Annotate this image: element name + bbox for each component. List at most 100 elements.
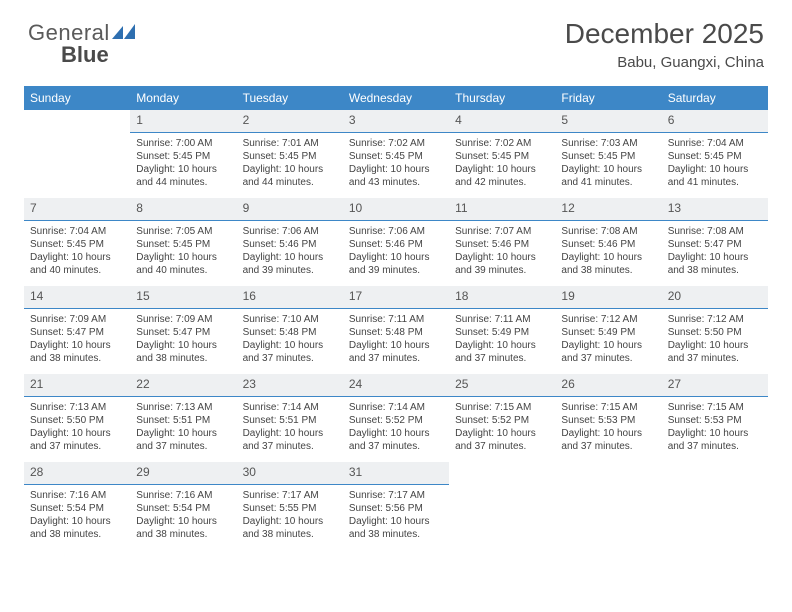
calendar-day-cell: 22Sunrise: 7:13 AMSunset: 5:51 PMDayligh… xyxy=(130,374,236,462)
sunset-line: Sunset: 5:47 PM xyxy=(668,238,762,251)
day-content: Sunrise: 7:09 AMSunset: 5:47 PMDaylight:… xyxy=(24,309,130,371)
sunset-line: Sunset: 5:55 PM xyxy=(243,502,337,515)
day-number: 9 xyxy=(237,198,343,221)
calendar-day-cell: . xyxy=(555,462,661,550)
calendar-day-cell: 10Sunrise: 7:06 AMSunset: 5:46 PMDayligh… xyxy=(343,198,449,286)
day-number: 24 xyxy=(343,374,449,397)
sunrise-line: Sunrise: 7:09 AM xyxy=(136,313,230,326)
daylight-line: Daylight: 10 hours and 37 minutes. xyxy=(455,339,549,365)
calendar-day-cell: 14Sunrise: 7:09 AMSunset: 5:47 PMDayligh… xyxy=(24,286,130,374)
day-number: 14 xyxy=(24,286,130,309)
daylight-line: Daylight: 10 hours and 38 minutes. xyxy=(136,515,230,541)
day-number: 7 xyxy=(24,198,130,221)
sunset-line: Sunset: 5:46 PM xyxy=(455,238,549,251)
day-content: Sunrise: 7:15 AMSunset: 5:53 PMDaylight:… xyxy=(662,397,768,459)
day-content: Sunrise: 7:05 AMSunset: 5:45 PMDaylight:… xyxy=(130,221,236,283)
day-content: Sunrise: 7:00 AMSunset: 5:45 PMDaylight:… xyxy=(130,133,236,195)
sunrise-line: Sunrise: 7:05 AM xyxy=(136,225,230,238)
day-number: 19 xyxy=(555,286,661,309)
calendar-day-cell: 31Sunrise: 7:17 AMSunset: 5:56 PMDayligh… xyxy=(343,462,449,550)
day-content: Sunrise: 7:15 AMSunset: 5:53 PMDaylight:… xyxy=(555,397,661,459)
calendar-day-cell: 13Sunrise: 7:08 AMSunset: 5:47 PMDayligh… xyxy=(662,198,768,286)
day-number: 11 xyxy=(449,198,555,221)
day-content: Sunrise: 7:02 AMSunset: 5:45 PMDaylight:… xyxy=(449,133,555,195)
daylight-line: Daylight: 10 hours and 39 minutes. xyxy=(349,251,443,277)
header: December 2025 Babu, Guangxi, China xyxy=(565,18,764,71)
sunset-line: Sunset: 5:46 PM xyxy=(349,238,443,251)
sunrise-line: Sunrise: 7:11 AM xyxy=(349,313,443,326)
daylight-line: Daylight: 10 hours and 37 minutes. xyxy=(30,427,124,453)
sunrise-line: Sunrise: 7:17 AM xyxy=(243,489,337,502)
daylight-line: Daylight: 10 hours and 37 minutes. xyxy=(349,339,443,365)
daylight-line: Daylight: 10 hours and 37 minutes. xyxy=(455,427,549,453)
calendar-day-cell: 27Sunrise: 7:15 AMSunset: 5:53 PMDayligh… xyxy=(662,374,768,462)
day-content: Sunrise: 7:13 AMSunset: 5:50 PMDaylight:… xyxy=(24,397,130,459)
daylight-line: Daylight: 10 hours and 40 minutes. xyxy=(30,251,124,277)
day-content: Sunrise: 7:04 AMSunset: 5:45 PMDaylight:… xyxy=(24,221,130,283)
sunset-line: Sunset: 5:45 PM xyxy=(561,150,655,163)
calendar-day-cell: 1Sunrise: 7:00 AMSunset: 5:45 PMDaylight… xyxy=(130,110,236,198)
sunset-line: Sunset: 5:48 PM xyxy=(349,326,443,339)
sunset-line: Sunset: 5:54 PM xyxy=(30,502,124,515)
calendar-day-cell: 16Sunrise: 7:10 AMSunset: 5:48 PMDayligh… xyxy=(237,286,343,374)
day-content: Sunrise: 7:12 AMSunset: 5:49 PMDaylight:… xyxy=(555,309,661,371)
daylight-line: Daylight: 10 hours and 37 minutes. xyxy=(243,339,337,365)
daylight-line: Daylight: 10 hours and 37 minutes. xyxy=(668,427,762,453)
sunset-line: Sunset: 5:52 PM xyxy=(349,414,443,427)
sunset-line: Sunset: 5:45 PM xyxy=(136,150,230,163)
calendar-header-cell: Sunday xyxy=(24,86,130,110)
day-content: Sunrise: 7:11 AMSunset: 5:48 PMDaylight:… xyxy=(343,309,449,371)
sunrise-line: Sunrise: 7:12 AM xyxy=(561,313,655,326)
sunset-line: Sunset: 5:47 PM xyxy=(136,326,230,339)
daylight-line: Daylight: 10 hours and 39 minutes. xyxy=(243,251,337,277)
day-number: 20 xyxy=(662,286,768,309)
day-content: Sunrise: 7:07 AMSunset: 5:46 PMDaylight:… xyxy=(449,221,555,283)
sunrise-line: Sunrise: 7:15 AM xyxy=(668,401,762,414)
daylight-line: Daylight: 10 hours and 38 minutes. xyxy=(668,251,762,277)
sunset-line: Sunset: 5:53 PM xyxy=(668,414,762,427)
sunset-line: Sunset: 5:45 PM xyxy=(668,150,762,163)
sunrise-line: Sunrise: 7:14 AM xyxy=(243,401,337,414)
day-content: Sunrise: 7:08 AMSunset: 5:46 PMDaylight:… xyxy=(555,221,661,283)
day-number: 29 xyxy=(130,462,236,485)
calendar-day-cell: 30Sunrise: 7:17 AMSunset: 5:55 PMDayligh… xyxy=(237,462,343,550)
calendar-day-cell: 15Sunrise: 7:09 AMSunset: 5:47 PMDayligh… xyxy=(130,286,236,374)
sunset-line: Sunset: 5:45 PM xyxy=(455,150,549,163)
calendar-day-cell: 23Sunrise: 7:14 AMSunset: 5:51 PMDayligh… xyxy=(237,374,343,462)
day-number: 16 xyxy=(237,286,343,309)
day-content: Sunrise: 7:14 AMSunset: 5:52 PMDaylight:… xyxy=(343,397,449,459)
day-number: 28 xyxy=(24,462,130,485)
sunset-line: Sunset: 5:50 PM xyxy=(30,414,124,427)
sunset-line: Sunset: 5:46 PM xyxy=(561,238,655,251)
calendar-header-row: SundayMondayTuesdayWednesdayThursdayFrid… xyxy=(24,86,768,110)
sunrise-line: Sunrise: 7:08 AM xyxy=(668,225,762,238)
daylight-line: Daylight: 10 hours and 38 minutes. xyxy=(30,339,124,365)
day-number: 26 xyxy=(555,374,661,397)
sunset-line: Sunset: 5:48 PM xyxy=(243,326,337,339)
calendar-week-row: 28Sunrise: 7:16 AMSunset: 5:54 PMDayligh… xyxy=(24,462,768,550)
day-number: 17 xyxy=(343,286,449,309)
day-content: Sunrise: 7:16 AMSunset: 5:54 PMDaylight:… xyxy=(24,485,130,547)
calendar-day-cell: . xyxy=(24,110,130,198)
daylight-line: Daylight: 10 hours and 37 minutes. xyxy=(668,339,762,365)
calendar-day-cell: 8Sunrise: 7:05 AMSunset: 5:45 PMDaylight… xyxy=(130,198,236,286)
day-content: Sunrise: 7:01 AMSunset: 5:45 PMDaylight:… xyxy=(237,133,343,195)
sunrise-line: Sunrise: 7:01 AM xyxy=(243,137,337,150)
sunset-line: Sunset: 5:45 PM xyxy=(243,150,337,163)
daylight-line: Daylight: 10 hours and 37 minutes. xyxy=(561,427,655,453)
daylight-line: Daylight: 10 hours and 40 minutes. xyxy=(136,251,230,277)
calendar-header-cell: Thursday xyxy=(449,86,555,110)
sunrise-line: Sunrise: 7:13 AM xyxy=(136,401,230,414)
calendar-day-cell: 25Sunrise: 7:15 AMSunset: 5:52 PMDayligh… xyxy=(449,374,555,462)
sunset-line: Sunset: 5:53 PM xyxy=(561,414,655,427)
day-number: 2 xyxy=(237,110,343,133)
day-content: Sunrise: 7:06 AMSunset: 5:46 PMDaylight:… xyxy=(237,221,343,283)
calendar-header-cell: Wednesday xyxy=(343,86,449,110)
day-number: 1 xyxy=(130,110,236,133)
day-content: Sunrise: 7:11 AMSunset: 5:49 PMDaylight:… xyxy=(449,309,555,371)
sunrise-line: Sunrise: 7:00 AM xyxy=(136,137,230,150)
sunset-line: Sunset: 5:54 PM xyxy=(136,502,230,515)
day-number: 30 xyxy=(237,462,343,485)
day-number: 4 xyxy=(449,110,555,133)
day-content: Sunrise: 7:06 AMSunset: 5:46 PMDaylight:… xyxy=(343,221,449,283)
